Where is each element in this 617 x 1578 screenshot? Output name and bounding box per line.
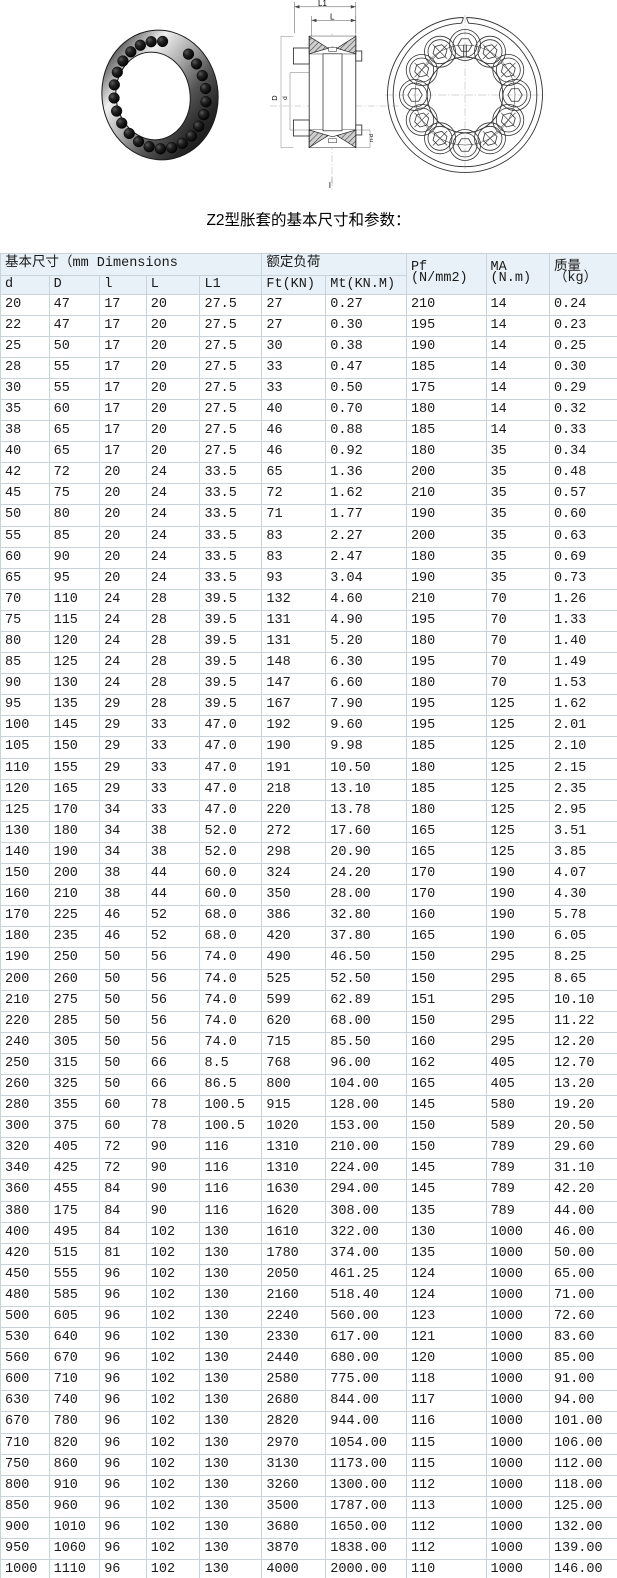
svg-text:d: d: [282, 96, 289, 100]
svg-text:n-d: n-d: [369, 134, 375, 142]
svg-text:D: D: [270, 95, 279, 101]
svg-text:L1: L1: [318, 0, 327, 8]
svg-text:L: L: [330, 13, 335, 22]
svg-text:l: l: [329, 181, 331, 190]
